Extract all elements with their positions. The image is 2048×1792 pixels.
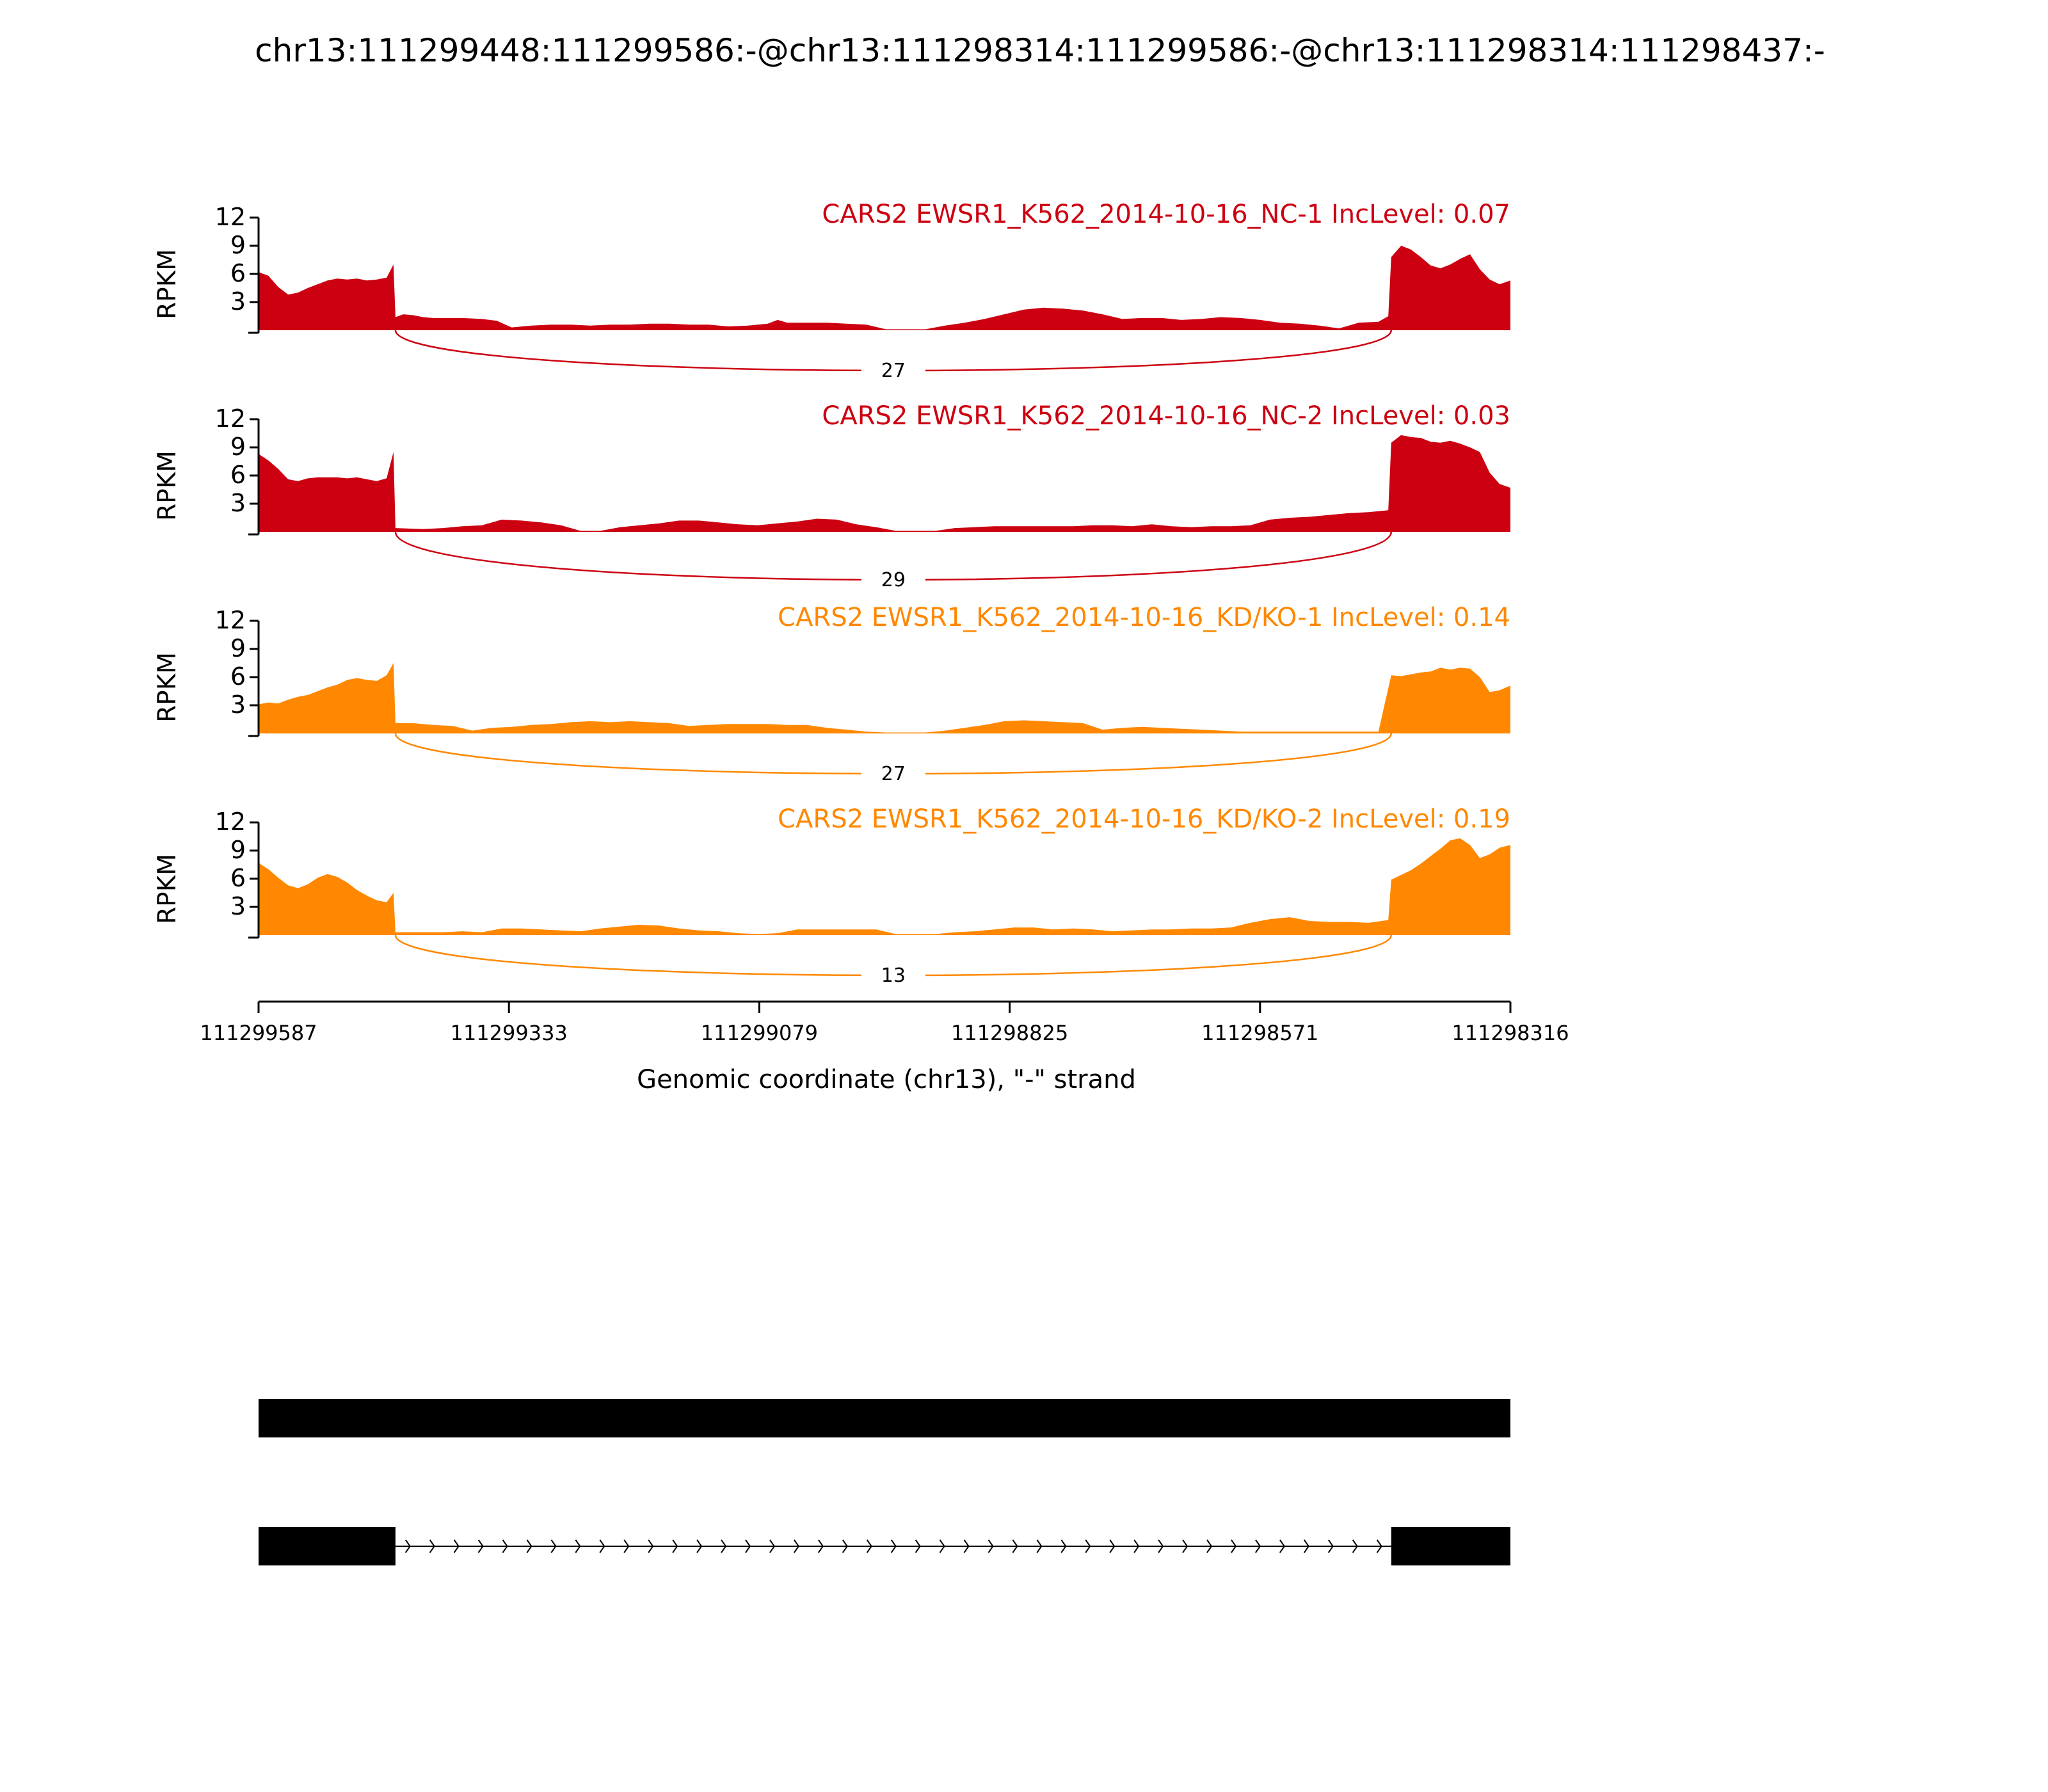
y-tick-label: 6 (230, 864, 246, 892)
y-tick-label: 12 (215, 606, 246, 634)
y-axis-label: RPKM (153, 652, 182, 723)
intron-arrow (696, 1539, 703, 1553)
junction-label-bg (861, 567, 925, 591)
intron-arrow (866, 1539, 872, 1553)
y-tick-label: 3 (230, 489, 246, 517)
intron-arrow (648, 1539, 654, 1553)
intron-arrow (526, 1539, 532, 1553)
intron-arrow (1303, 1539, 1309, 1553)
y-tick-label: 9 (230, 836, 246, 864)
intron-arrow (1158, 1539, 1164, 1553)
intron-arrow (1279, 1539, 1286, 1553)
intron-arrow (1182, 1539, 1188, 1553)
exon-block (259, 1399, 1510, 1437)
intron-arrow (453, 1539, 460, 1553)
junction-count: 27 (881, 763, 906, 785)
y-tick-label: 6 (230, 461, 246, 489)
intron-arrow (623, 1539, 630, 1553)
intron-arrow (794, 1539, 800, 1553)
x-tick-label: 111299333 (451, 1021, 568, 1045)
junction-label-bg (861, 358, 925, 382)
x-axis: Genomic coordinate (chr13), "-" strand 1… (200, 1000, 1569, 1094)
panel-label: CARS2 EWSR1_K562_2014-10-16_NC-2 IncLeve… (822, 401, 1510, 431)
y-axis-label: RPKM (153, 451, 182, 521)
exon-block (1391, 1527, 1510, 1565)
intron-arrow (1352, 1539, 1358, 1553)
x-axis-label: Genomic coordinate (chr13), "-" strand (637, 1065, 1136, 1094)
intron-arrow (1109, 1539, 1116, 1553)
intron-arrow (1012, 1539, 1018, 1553)
intron-arrow (1085, 1539, 1091, 1553)
intron-arrow (575, 1539, 581, 1553)
y-axis-label: RPKM (153, 249, 182, 319)
panel-label: CARS2 EWSR1_K562_2014-10-16_NC-1 IncLeve… (822, 200, 1510, 229)
intron-arrow (745, 1539, 751, 1553)
y-tick-label: 9 (230, 634, 246, 662)
intron-arrow (429, 1539, 435, 1553)
coverage-area (259, 838, 1510, 935)
intron-arrow (817, 1539, 824, 1553)
junction-count: 13 (881, 964, 906, 987)
junction-count: 29 (881, 569, 906, 591)
intron-arrow (550, 1539, 557, 1553)
x-tick-label: 111298825 (951, 1021, 1068, 1045)
intron-arrow (939, 1539, 945, 1553)
intron-arrow (890, 1539, 897, 1553)
intron-arrow (672, 1539, 678, 1553)
intron-arrow (599, 1539, 605, 1553)
y-tick-label: 12 (215, 404, 246, 433)
coverage-area (259, 246, 1510, 330)
intron-arrow (769, 1539, 776, 1553)
intron-arrow (502, 1539, 508, 1553)
intron-arrow (963, 1539, 970, 1553)
plot-title: chr13:111299448:111299586:-@chr13:111298… (255, 32, 1825, 69)
y-tick-label: 3 (230, 287, 246, 316)
junction-label-bg (861, 761, 925, 785)
x-tick-label: 111299079 (701, 1021, 818, 1045)
y-tick-label: 12 (215, 808, 246, 836)
intron-arrow (1133, 1539, 1140, 1553)
y-tick-label: 6 (230, 259, 246, 287)
panel-label: CARS2 EWSR1_K562_2014-10-16_KD/KO-2 IncL… (778, 804, 1510, 834)
intron-arrow (1231, 1539, 1237, 1553)
exon-block (259, 1527, 396, 1565)
y-tick-label: 9 (230, 231, 246, 259)
intron-arrow (721, 1539, 727, 1553)
y-tick-label: 3 (230, 892, 246, 920)
intron-arrow (1255, 1539, 1261, 1553)
intron-arrow (915, 1539, 921, 1553)
intron-arrow (1376, 1539, 1382, 1553)
junction-label-bg (861, 963, 925, 987)
gene-models (259, 1399, 1510, 1565)
panel-label: CARS2 EWSR1_K562_2014-10-16_KD/KO-1 IncL… (778, 603, 1510, 632)
x-tick-label: 111299587 (200, 1021, 317, 1045)
coverage-area (259, 663, 1510, 733)
y-tick-label: 12 (215, 203, 246, 231)
y-tick-label: 3 (230, 691, 246, 719)
y-tick-label: 9 (230, 433, 246, 461)
x-tick-label: 111298571 (1201, 1021, 1318, 1045)
intron-arrow (1206, 1539, 1213, 1553)
y-tick-label: 6 (230, 662, 246, 691)
y-axis-label: RPKM (153, 854, 182, 924)
intron-arrow (1036, 1539, 1043, 1553)
x-tick-label: 111298316 (1452, 1021, 1569, 1045)
intron-arrow (477, 1539, 484, 1553)
intron-arrow (1060, 1539, 1067, 1553)
intron-arrow (404, 1539, 411, 1553)
coverage-area (259, 435, 1510, 532)
intron-arrow (842, 1539, 848, 1553)
intron-arrow (988, 1539, 994, 1553)
junction-count: 27 (881, 360, 906, 382)
intron-arrow (1327, 1539, 1334, 1553)
